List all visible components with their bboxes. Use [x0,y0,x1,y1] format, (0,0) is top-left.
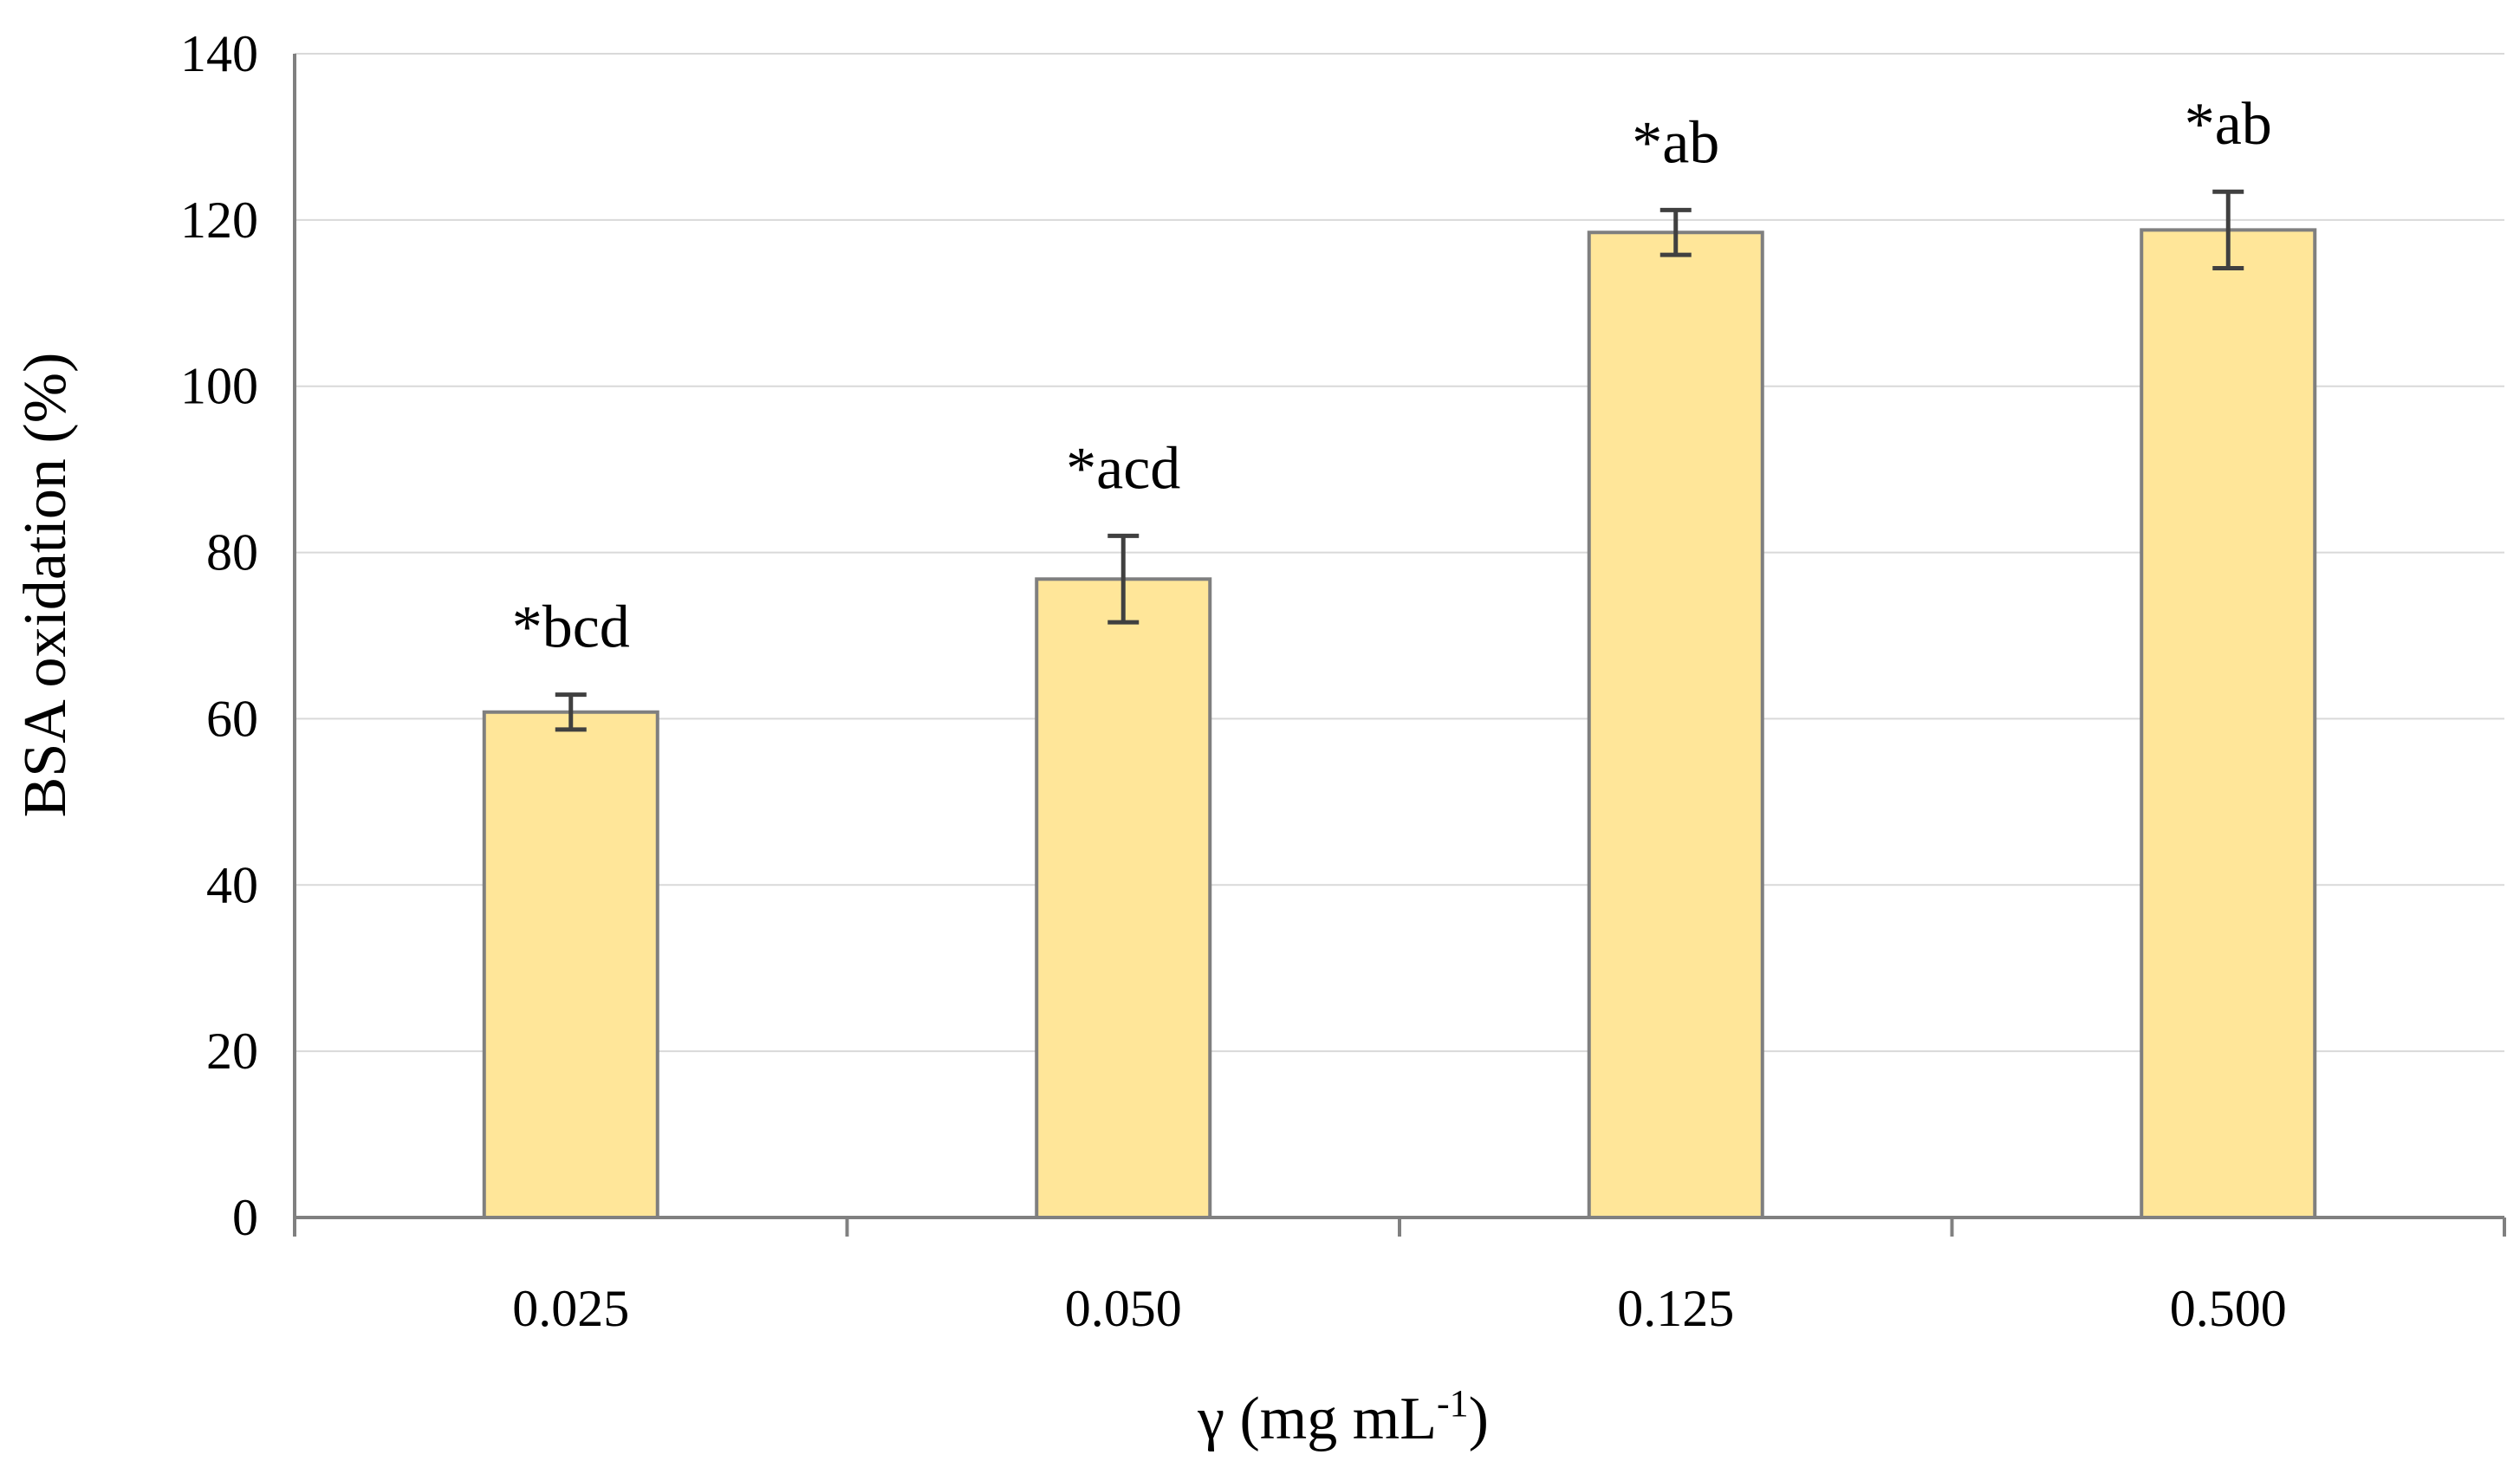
bar [1035,577,1212,1219]
y-tick-label: 120 [180,192,258,249]
error-bars [555,189,2244,732]
y-tick-labels: 0 20 40 60 80 100 120 140 [180,25,258,1246]
y-tick-label: 140 [180,25,258,82]
x-tick-label: 0.050 [1065,1280,1182,1337]
x-tick-label: 0.025 [512,1280,629,1337]
y-tick-label: 0 [232,1189,258,1246]
y-tick-label: 80 [206,524,258,581]
bar [482,710,659,1219]
x-axis-title-main: γ (mg mL [1197,1386,1437,1452]
bar-annotation: *bcd [512,594,630,661]
x-axis-title: γ (mg mL-1) [1197,1382,1489,1452]
y-tick-label: 60 [206,690,258,747]
bar [2140,228,2317,1220]
axes [293,54,2506,1237]
x-tick-label: 0.500 [2170,1280,2287,1337]
x-axis-title-close: ) [1469,1386,1489,1452]
gridlines [295,53,2504,1053]
bar-annotation: *ab [1632,109,1719,176]
bar [1587,231,1764,1219]
y-tick-label: 20 [206,1023,258,1080]
bar-annotation: *ab [2185,91,2272,158]
y-axis-title: BSA oxidation (%) [12,353,79,818]
bars [482,228,2317,1220]
x-tick-label: 0.125 [1617,1280,1734,1337]
x-tick-labels: 0.025 0.050 0.125 0.500 [512,1280,2287,1337]
y-tick-label: 40 [206,856,258,913]
y-tick-label: 100 [180,358,258,415]
x-axis-title-superscript: -1 [1437,1382,1469,1425]
bar-annotation: *acd [1066,435,1180,502]
bar-annotations: *bcd *acd *ab *ab [512,91,2272,660]
